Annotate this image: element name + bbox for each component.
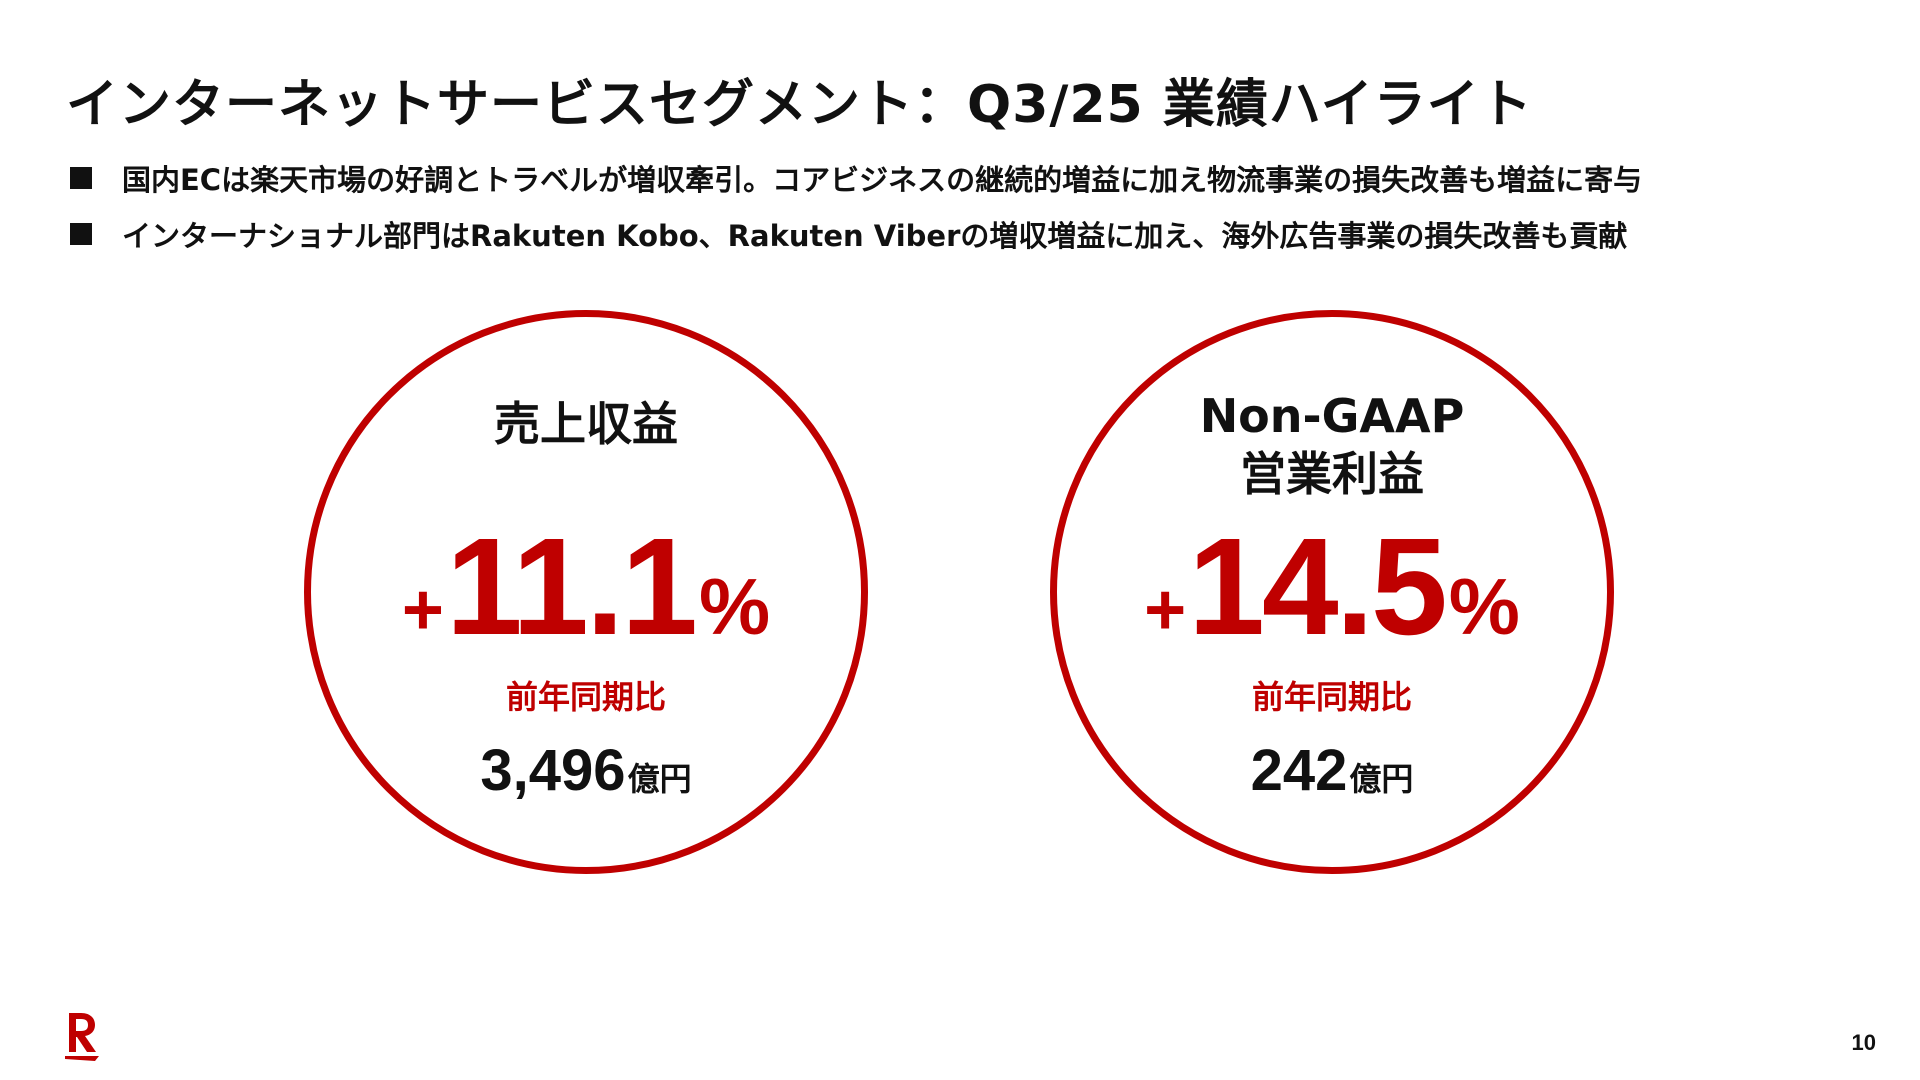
amount-unit: 億円: [1349, 760, 1414, 798]
square-bullet-icon: [70, 223, 92, 245]
metric-label-line: 営業利益: [1240, 447, 1424, 501]
revenue-metric-circle: 売上収益 + 11.1 % 前年同期比 3,496 億円: [304, 310, 868, 874]
metric-label-line: 売上収益: [494, 397, 678, 451]
growth-value: 11.1: [445, 510, 698, 664]
square-bullet-icon: [70, 167, 92, 189]
growth-value: 14.5: [1188, 510, 1448, 664]
growth-unit: %: [1448, 562, 1520, 651]
page-title: インターネットサービスセグメント：Q3/25 業績ハイライト: [66, 75, 1533, 135]
amount-value: 242: [1250, 738, 1348, 803]
metric-growth-rate: + 11.1 %: [311, 510, 861, 664]
operating-income-metric-circle: Non-GAAP 営業利益 + 14.5 % 前年同期比 242 億円: [1050, 310, 1614, 874]
metric-label: Non-GAAP 営業利益: [1057, 387, 1607, 503]
metric-amount: 242 億円: [1057, 737, 1607, 804]
growth-unit: %: [698, 562, 771, 651]
highlight-bullet-text: インターナショナル部門はRakuten Kobo、Rakuten Viberの増…: [122, 219, 1628, 253]
highlight-bullet-1: 国内ECは楽天市場の好調とトラベルが増収牽引。コアビジネスの継続的増益に加え物流…: [70, 150, 1642, 206]
metric-label: 売上収益: [311, 395, 861, 453]
amount-value: 3,496: [480, 738, 626, 803]
growth-sign: +: [401, 570, 444, 650]
growth-sign: +: [1144, 570, 1187, 650]
metric-amount: 3,496 億円: [311, 737, 861, 804]
highlight-bullet-text: 国内ECは楽天市場の好調とトラベルが増収牽引。コアビジネスの継続的増益に加え物流…: [122, 163, 1643, 197]
metric-growth-rate: + 14.5 %: [1057, 510, 1607, 664]
rakuten-r-logo-icon: [65, 1013, 99, 1061]
metric-label-line: Non-GAAP: [1199, 389, 1465, 443]
page-number: 10: [1851, 1030, 1876, 1055]
metric-comparison-label: 前年同期比: [1251, 678, 1412, 716]
amount-unit: 億円: [627, 760, 692, 798]
metric-comparison-label: 前年同期比: [505, 678, 666, 716]
highlight-bullet-2: インターナショナル部門はRakuten Kobo、Rakuten Viberの増…: [70, 206, 1642, 262]
highlight-bullets: 国内ECは楽天市場の好調とトラベルが増収牽引。コアビジネスの継続的増益に加え物流…: [70, 150, 1642, 262]
